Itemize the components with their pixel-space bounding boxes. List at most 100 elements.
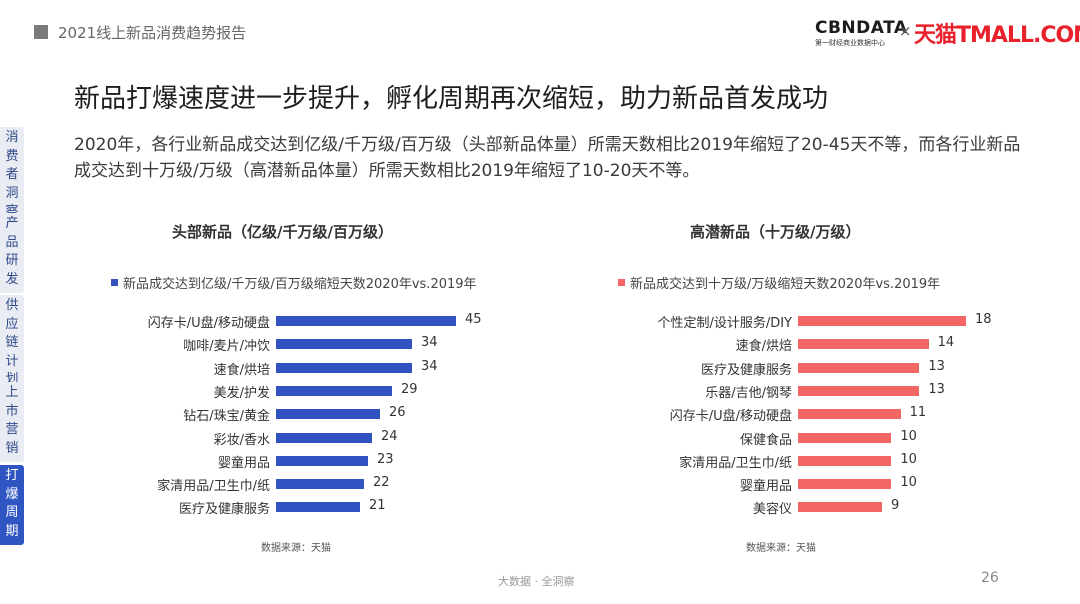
bar-value-label: 23 (377, 451, 394, 467)
bar-category-label: 闪存卡/U盘/移动硬盘 (147, 316, 270, 331)
bar-row: 医疗及健康服务 13 (520, 357, 1020, 380)
bar-category-label: 彩妆/香水 (213, 432, 270, 448)
bar (798, 339, 929, 350)
page-subtext: 2020年，各行业新品成交达到亿级/千万级/百万级（头部新品体量）所需天数相比2… (74, 135, 1021, 181)
right-chart-legend: 新品成交达到十万级/万级缩短天数2020年vs.2019年 (618, 273, 940, 292)
bar-row: 婴童用品 23 (20, 450, 500, 473)
footer-tagline: 大数据 · 全洞察 (498, 575, 575, 588)
bar-category-label: 乐器/吉他/钢琴 (705, 385, 792, 401)
bar-value-label: 29 (401, 381, 418, 397)
bar (276, 455, 368, 466)
bar-row: 速食/烘焙 14 (520, 333, 1020, 356)
bar-row: 速食/烘培 34 (20, 357, 500, 380)
bar-value-label: 24 (381, 428, 398, 444)
right-legend-swatch (618, 279, 625, 286)
cbndata-logo: CBNDATA 第一财经商业数据中心 (815, 18, 908, 48)
bar-value-label: 13 (928, 381, 945, 397)
bar-row: 个性定制/设计服务/DIY 18 (520, 310, 1020, 333)
bar-value-label: 14 (937, 335, 955, 351)
bar-row: 保健食品 10 (520, 427, 1020, 450)
left-chart-source: 数据来源：天猫 (261, 543, 331, 554)
bar-category-label: 美发/护发 (213, 385, 270, 401)
bar-row: 乐器/吉他/钢琴 13 (520, 380, 1020, 403)
cbndata-logo-subtext: 第一财经商业数据中心 (815, 39, 885, 47)
bar-row: 美容仪 9 (520, 496, 1020, 519)
right-chart-source: 数据来源：天猫 (746, 543, 816, 554)
bar-row: 家清用品/卫生巾/纸 10 (520, 450, 1020, 473)
bar-value-label: 26 (389, 405, 406, 421)
left-chart-legend: 新品成交达到亿级/千万级/百万级缩短天数2020年vs.2019年 (111, 273, 477, 292)
bar-row: 医疗及健康服务 21 (20, 496, 500, 519)
bar-value-label: 11 (909, 405, 927, 421)
report-title: 2021线上新品消费趋势报告 (58, 24, 247, 42)
bar-row: 闪存卡/U盘/移动硬盘 11 (520, 403, 1020, 426)
bar-category-label: 医疗及健康服务 (178, 502, 270, 518)
bar (798, 362, 920, 373)
bar-row: 婴童用品 10 (520, 473, 1020, 496)
left-bar-chart: 闪存卡/U盘/移动硬盘 45 咖啡/麦片/冲饮 34 速食/烘培 34 美发/护发 29 钻石/… (20, 310, 500, 525)
bar-value-label: 34 (421, 335, 438, 351)
bar-row: 闪存卡/U盘/移动硬盘 45 (20, 310, 500, 333)
left-legend-label: 新品成交达到亿级/千万级/百万级缩短天数2020年vs.2019年 (123, 277, 477, 292)
right-legend-label: 新品成交达到十万级/万级缩短天数2020年vs.2019年 (630, 277, 941, 292)
bar-category-label: 医疗及健康服务 (700, 362, 792, 378)
side-nav-tab-1[interactable]: 产品研发 (0, 213, 24, 293)
side-nav-tab-0[interactable]: 消费者洞察 (0, 127, 24, 226)
bar-value-label: 22 (373, 475, 390, 491)
bar-value-label: 34 (421, 358, 438, 374)
bar (276, 479, 364, 490)
tmall-logo: 天猫TMALL.COM (914, 23, 1080, 48)
bar-category-label: 个性定制/设计服务/DIY (657, 316, 792, 331)
header-square-icon (34, 25, 48, 39)
bar-category-label: 美容仪 (752, 502, 792, 518)
bar (798, 479, 892, 490)
bar (798, 432, 892, 443)
right-chart-title: 高潜新品（十万级/万级） (690, 223, 861, 241)
bar-category-label: 速食/烘焙 (735, 339, 792, 355)
page-number: 26 (981, 570, 999, 586)
side-nav-tab-2[interactable]: 供应链计划 (0, 295, 24, 394)
bar-category-label: 家清用品/卫生巾/纸 (679, 455, 792, 471)
bar-value-label: 18 (975, 312, 992, 327)
bar-value-label: 10 (900, 451, 917, 467)
bar-category-label: 闪存卡/U盘/移动硬盘 (669, 409, 792, 425)
bar-row: 彩妆/香水 24 (20, 427, 500, 450)
bar-row: 咖啡/麦片/冲饮 34 (20, 333, 500, 356)
bar-value-label: 10 (900, 475, 917, 491)
bar-row: 家清用品/卫生巾/纸 22 (20, 473, 500, 496)
bar (276, 339, 412, 350)
bar-row: 钻石/珠宝/黄金 26 (20, 403, 500, 426)
right-bar-chart: 个性定制/设计服务/DIY 18 速食/烘焙 14 医疗及健康服务 13 乐器/吉他/钢琴 1… (520, 310, 1020, 525)
bar (798, 502, 882, 513)
bar (276, 432, 372, 443)
page-headline: 新品打爆速度进一步提升，孵化周期再次缩短，助力新品首发成功 (74, 84, 829, 114)
cbndata-logo-text: CBNDATA (815, 18, 908, 38)
bar-category-label: 婴童用品 (739, 479, 792, 495)
bar-value-label: 21 (369, 498, 386, 514)
bar-category-label: 家清用品/卫生巾/纸 (157, 479, 270, 495)
side-nav-tab-3[interactable]: 上市营销 (0, 382, 24, 462)
bar-row: 美发/护发 29 (20, 380, 500, 403)
bar (798, 455, 892, 466)
bar-category-label: 保健食品 (739, 432, 792, 448)
bar (276, 316, 456, 326)
bar-value-label: 10 (900, 428, 917, 444)
bar-value-label: 45 (465, 312, 482, 327)
bar-category-label: 钻石/珠宝/黄金 (183, 409, 270, 425)
bar (276, 409, 380, 420)
bar-category-label: 速食/烘培 (213, 362, 270, 378)
bar (276, 385, 392, 396)
bar-category-label: 咖啡/麦片/冲饮 (183, 339, 270, 355)
bar-category-label: 婴童用品 (217, 455, 270, 471)
bar-value-label: 9 (891, 498, 900, 514)
bar (276, 502, 360, 513)
bar (798, 316, 966, 326)
left-chart-title: 头部新品（亿级/千万级/百万级） (172, 223, 393, 241)
left-legend-swatch (111, 279, 118, 286)
bar (798, 409, 901, 420)
bar (798, 385, 920, 396)
bar (276, 362, 412, 373)
side-nav-tab-4[interactable]: 打爆周期 (0, 465, 24, 545)
bar-value-label: 13 (928, 358, 945, 374)
logo-separator: × (899, 22, 912, 40)
